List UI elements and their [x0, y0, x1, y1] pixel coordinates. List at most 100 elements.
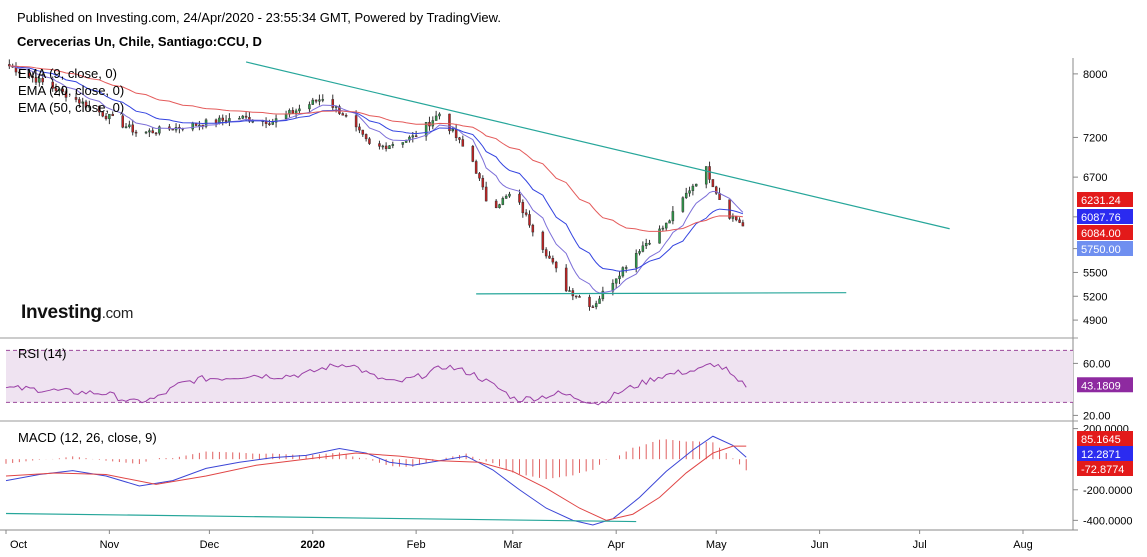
candle — [664, 222, 668, 229]
candle — [451, 128, 455, 132]
candle — [691, 185, 695, 191]
candle — [144, 131, 148, 134]
candle — [671, 211, 675, 222]
candle — [84, 101, 88, 108]
rsi-line — [5, 362, 747, 406]
candle — [354, 115, 358, 128]
price-label-box — [1077, 209, 1133, 224]
candle — [111, 113, 114, 117]
candle — [368, 138, 371, 144]
candle — [524, 212, 528, 215]
price-label-box — [1077, 192, 1133, 207]
price-tick-label: 5200 — [1083, 291, 1107, 303]
candle — [741, 222, 745, 227]
macd-value-label: -72.8774 — [1081, 464, 1124, 476]
candle — [78, 99, 81, 104]
macd-value-label: 85.1645 — [1081, 434, 1121, 446]
candle — [484, 186, 488, 202]
price-label-box — [1077, 225, 1133, 240]
candle — [58, 88, 61, 92]
legend-ema-20: EMA (20, close, 0) — [18, 83, 125, 98]
symbol-title: Cervecerias Un, Chile, Santiago:CCU, D — [17, 34, 262, 49]
candle — [588, 296, 591, 307]
candle — [131, 124, 134, 133]
candle — [494, 200, 498, 209]
candle — [541, 231, 545, 250]
candle — [714, 186, 718, 194]
candle — [434, 115, 438, 121]
candle — [568, 290, 571, 292]
price-tick-label: 4900 — [1083, 315, 1107, 327]
candle — [668, 220, 671, 224]
candle — [594, 303, 598, 308]
candle — [414, 135, 418, 137]
candle — [321, 99, 325, 101]
candle — [341, 113, 345, 116]
time-tick-label: Jun — [811, 539, 829, 551]
candle — [498, 204, 501, 209]
candle — [121, 115, 124, 128]
candle — [308, 104, 311, 110]
time-tick-label: Jul — [913, 539, 927, 551]
candle — [518, 193, 521, 203]
investing-logo: Investing.com — [21, 302, 133, 324]
candle — [104, 115, 108, 120]
macd-line — [5, 435, 747, 526]
rsi-title: RSI (14) — [18, 346, 67, 361]
candle — [591, 306, 595, 308]
candle — [228, 118, 231, 122]
candle — [564, 267, 568, 292]
time-tick-label: Oct — [10, 539, 27, 551]
candle — [424, 121, 428, 137]
candle — [738, 219, 741, 223]
price-label: 6087.76 — [1081, 212, 1121, 224]
candle — [601, 290, 605, 300]
candle — [638, 251, 641, 254]
candle — [38, 78, 41, 83]
time-tick-label: Dec — [200, 539, 220, 551]
candle — [641, 245, 645, 252]
candle — [734, 216, 738, 221]
logo-main: Investing — [21, 302, 102, 323]
candle — [391, 144, 395, 146]
candle — [461, 139, 465, 147]
price-tick-label: 7200 — [1083, 132, 1107, 144]
macd-value-box — [1077, 431, 1133, 446]
macd-tick-label: -200.0000 — [1083, 485, 1133, 497]
candle — [388, 145, 391, 150]
candle — [474, 161, 478, 174]
candle — [431, 120, 435, 127]
candle — [51, 81, 54, 89]
candle — [334, 106, 338, 108]
candle — [171, 128, 174, 131]
candle — [221, 117, 224, 121]
candle — [298, 108, 301, 112]
candle — [621, 267, 625, 277]
logo-suffix: .com — [101, 305, 134, 322]
candle — [634, 253, 638, 268]
signal-line — [5, 445, 747, 521]
ema-50-line — [9, 65, 743, 232]
macd-value-box — [1077, 461, 1133, 476]
price-trendline-2 — [476, 292, 847, 295]
candle — [381, 145, 385, 148]
legend-ema-9: EMA (9, close, 0) — [18, 66, 117, 81]
price-tick-label: 5500 — [1083, 267, 1107, 279]
candle — [728, 199, 731, 219]
candle — [598, 298, 601, 304]
macd-value-label: 12.2871 — [1081, 449, 1121, 461]
candle — [554, 261, 558, 269]
candle — [238, 118, 241, 120]
candle — [411, 135, 415, 138]
ema-9-line — [9, 65, 744, 294]
price-trendline-1 — [245, 61, 950, 230]
candle — [508, 193, 511, 197]
macd-value-box — [1077, 446, 1133, 461]
candle — [551, 258, 555, 263]
candle — [544, 249, 548, 257]
candle — [681, 197, 685, 212]
time-tick-label: Apr — [608, 539, 625, 551]
candle — [268, 123, 271, 125]
candle — [448, 113, 451, 132]
time-tick-label: 2020 — [301, 539, 325, 551]
